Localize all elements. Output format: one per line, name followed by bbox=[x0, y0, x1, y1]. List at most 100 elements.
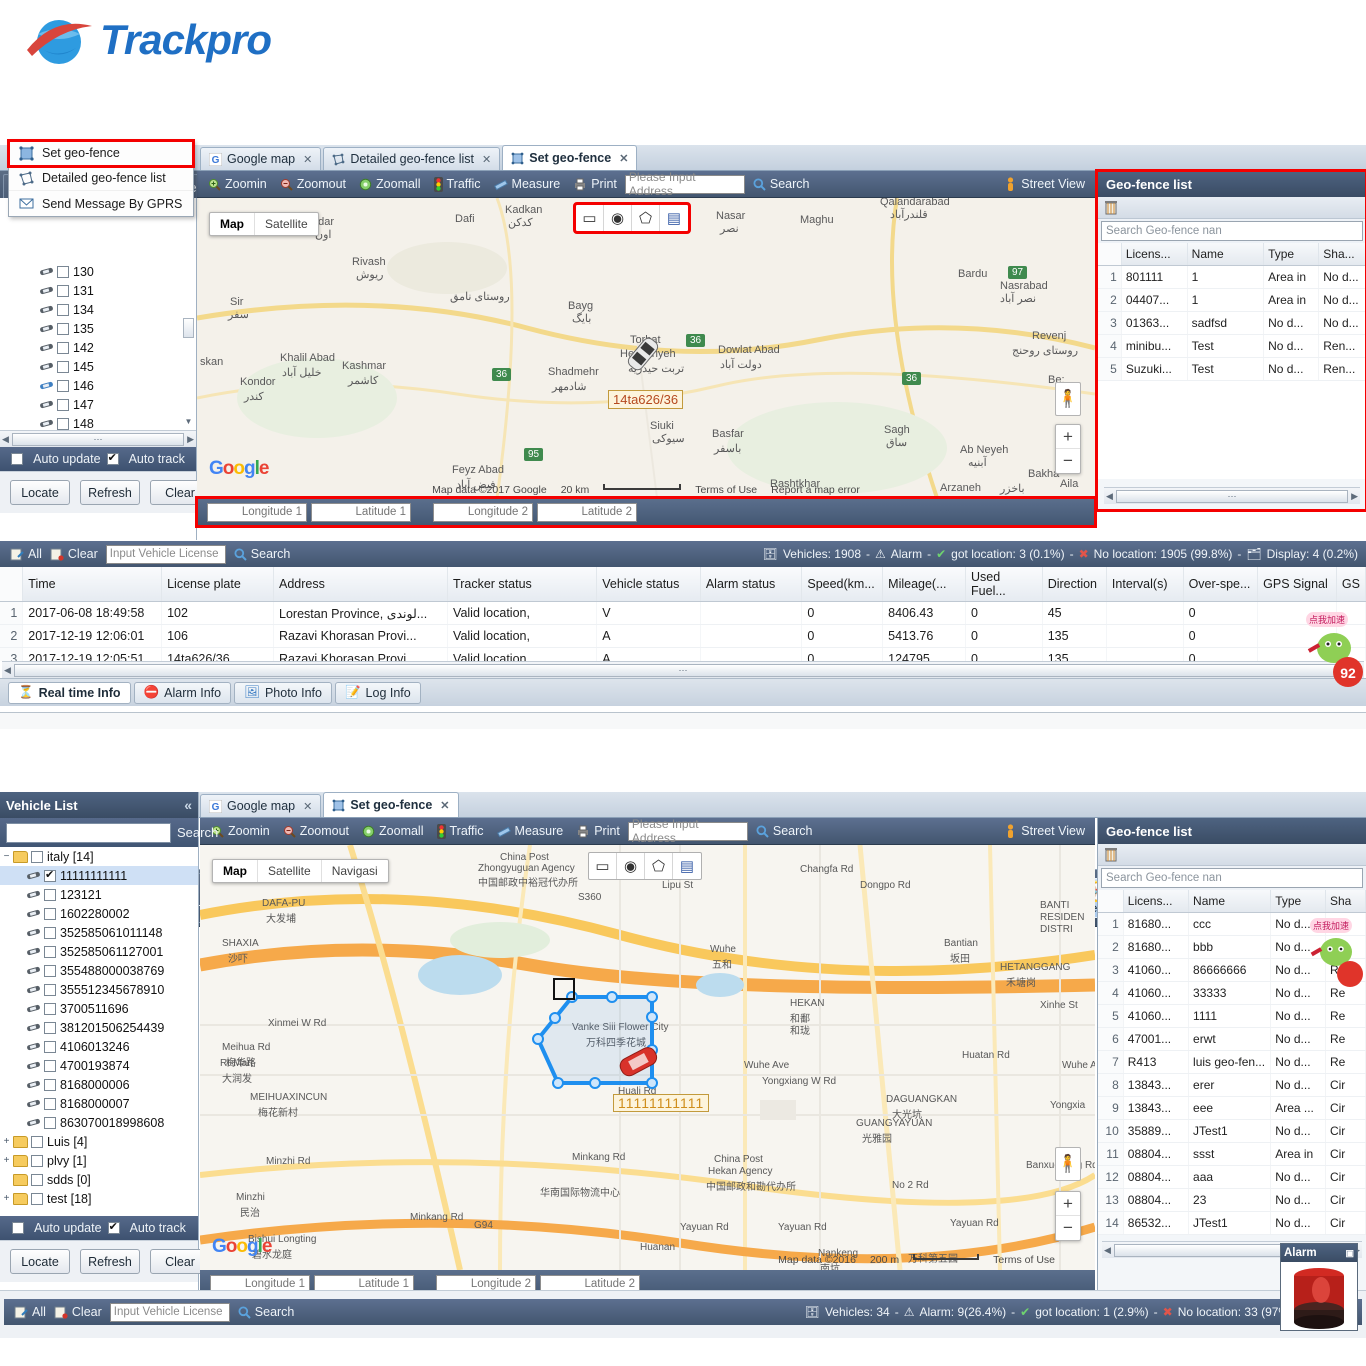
tab-google-map[interactable]: G Google map ✕ bbox=[200, 147, 322, 170]
menu-item-set-geofence[interactable]: Set geo-fence bbox=[7, 139, 195, 168]
tree-item-checkbox[interactable] bbox=[57, 398, 69, 411]
tree-item-checkbox[interactable] bbox=[44, 888, 56, 901]
scroll-left-arrow[interactable]: ◀ bbox=[2, 433, 9, 444]
tree-vehicle-item[interactable]: 1602280002 bbox=[0, 904, 198, 923]
map-traffic-button-2[interactable]: Traffic bbox=[432, 822, 489, 841]
table-row[interactable]: 2 04407... 1 Area in No d... bbox=[1098, 288, 1366, 312]
map-print-button-2[interactable]: Print bbox=[571, 822, 625, 840]
table-row[interactable]: 2 2017-12-19 12:06:01 106 Razavi Khorasan P… bbox=[0, 624, 1366, 648]
map-zoomall-button[interactable]: Zoomall bbox=[354, 175, 425, 193]
close-icon[interactable]: ✕ bbox=[619, 152, 629, 165]
tree-group-item[interactable]: + Luis [4] bbox=[0, 1132, 198, 1151]
longitude-1-input[interactable] bbox=[207, 502, 307, 522]
tree-item-checkbox[interactable] bbox=[31, 1192, 43, 1205]
tree-vehicle-item[interactable]: 147 bbox=[0, 395, 196, 414]
close-icon[interactable]: ✕ bbox=[303, 153, 313, 166]
tree-vehicle-item[interactable]: 352585061127001 bbox=[0, 942, 198, 961]
tree-vehicle-item[interactable]: 381201506254439 bbox=[0, 1018, 198, 1037]
scroll-left-arrow[interactable]: ◀ bbox=[1104, 1244, 1111, 1255]
grid-license-input[interactable]: Input Vehicle License bbox=[105, 544, 226, 564]
map-terms-link[interactable]: Terms of Use bbox=[695, 484, 758, 496]
close-icon[interactable]: ✕ bbox=[482, 153, 492, 166]
tree-item-checkbox[interactable] bbox=[57, 322, 69, 335]
tree-hscrollbar[interactable]: ◀ ⋯ ▶ bbox=[0, 430, 196, 447]
trash-icon[interactable] bbox=[1104, 200, 1118, 215]
column-header[interactable] bbox=[1098, 243, 1122, 266]
trash-icon[interactable] bbox=[1104, 847, 1118, 862]
column-header[interactable]: Type bbox=[1270, 890, 1326, 913]
table-row[interactable]: 1 2017-06-08 18:49:58 102 Lorestan Province… bbox=[0, 601, 1366, 625]
tree-vehicle-item[interactable]: 4700193874 bbox=[0, 1056, 198, 1075]
scroll-thumb[interactable]: ⋯ bbox=[1115, 489, 1349, 503]
rectangle-tool[interactable]: ▭ bbox=[576, 205, 604, 231]
locate-button-2[interactable]: Locate bbox=[10, 1249, 70, 1274]
tree-item-checkbox[interactable] bbox=[44, 1078, 56, 1091]
table-row[interactable]: 11 08804... ssst Area in Cir bbox=[1098, 1142, 1366, 1166]
collapse-icon[interactable]: « bbox=[184, 797, 192, 813]
top-map[interactable]: Dafi Kadkan كدكن Qalandarabad قلندرآباد Maghu… bbox=[197, 198, 1095, 498]
promo-mascot-top[interactable]: 点我加速 92 bbox=[1306, 612, 1366, 692]
longitude-2-input[interactable] bbox=[433, 502, 533, 522]
menu-item-send-message-gprs[interactable]: Send Message By GPRS bbox=[9, 191, 193, 216]
tree-item-checkbox[interactable] bbox=[44, 964, 56, 977]
tree-item-checkbox[interactable] bbox=[57, 284, 69, 297]
top-pegman[interactable]: 🧍 bbox=[1055, 382, 1081, 416]
tree-item-checkbox[interactable] bbox=[31, 1154, 43, 1167]
grid-hscrollbar[interactable]: ◀ ⋯ ▶ bbox=[2, 661, 1364, 678]
tree-vehicle-item[interactable]: 355488000038769 bbox=[0, 961, 198, 980]
tab-real-time-info[interactable]: ⏳ Real time Info bbox=[8, 681, 131, 704]
table-row[interactable]: 5 Suzuki... Test No d... Ren... bbox=[1098, 357, 1366, 381]
map-zoomin-button-2[interactable]: Zoomin bbox=[206, 822, 275, 840]
table-row[interactable]: 5 41060... 1111 No d... Re bbox=[1098, 1004, 1366, 1028]
street-view-button-2[interactable]: Street View bbox=[1005, 823, 1095, 839]
circle-tool-2[interactable]: ◉ bbox=[617, 853, 645, 879]
polygon-tool-2[interactable]: ⬠ bbox=[645, 853, 673, 879]
longitude-1-input-2[interactable] bbox=[210, 1274, 310, 1294]
scroll-left-arrow[interactable]: ◀ bbox=[4, 664, 11, 675]
column-header[interactable]: Name bbox=[1188, 890, 1272, 913]
column-header[interactable]: Sha... bbox=[1318, 243, 1366, 266]
tree-item-checkbox[interactable] bbox=[44, 1059, 56, 1072]
scroll-thumb[interactable]: ⋯ bbox=[13, 663, 1353, 677]
tab-alarm-info[interactable]: ⛔ Alarm Info bbox=[133, 681, 232, 704]
column-header[interactable]: Licens... bbox=[1121, 243, 1188, 266]
longitude-2-input-2[interactable] bbox=[436, 1274, 536, 1294]
tree-vehicle-item[interactable]: 148 bbox=[0, 414, 196, 430]
tree-item-checkbox[interactable] bbox=[44, 907, 56, 920]
map-search-button[interactable]: Search bbox=[748, 175, 815, 193]
close-icon[interactable]: ✕ bbox=[303, 800, 313, 813]
tree-item-checkbox[interactable] bbox=[57, 341, 69, 354]
tab-detailed-geofence-list[interactable]: Detailed geo-fence list ✕ bbox=[323, 147, 501, 170]
tab-photo-info[interactable]: 🖼 Photo Info bbox=[234, 681, 332, 704]
tree-item-checkbox[interactable] bbox=[31, 850, 43, 863]
bottom-pegman[interactable]: 🧍 bbox=[1055, 1147, 1081, 1181]
tree-item-checkbox[interactable] bbox=[31, 1135, 43, 1148]
auto-update-checkbox-2[interactable] bbox=[12, 1222, 25, 1234]
scroll-right-arrow[interactable]: ▶ bbox=[1351, 490, 1358, 501]
tree-expander[interactable]: + bbox=[3, 1136, 10, 1147]
table-row[interactable]: 3 01363... sadfsd No d... No d... bbox=[1098, 311, 1366, 335]
tab-set-geofence-2[interactable]: Set geo-fence ✕ bbox=[323, 792, 459, 817]
vehicle-search-input[interactable] bbox=[6, 822, 171, 843]
tab-log-info[interactable]: 📝 Log Info bbox=[334, 681, 421, 704]
auto-update-checkbox[interactable] bbox=[11, 453, 24, 465]
zoom-in-button[interactable]: + bbox=[1056, 425, 1080, 449]
tree-expander[interactable]: + bbox=[3, 1155, 10, 1166]
tree-vehicle-item[interactable]: 145 bbox=[0, 357, 196, 376]
locate-button[interactable]: Locate bbox=[10, 480, 70, 505]
column-header[interactable]: Vehicle status bbox=[596, 567, 701, 602]
column-header[interactable] bbox=[0, 567, 24, 602]
circle-tool[interactable]: ◉ bbox=[604, 205, 632, 231]
column-header[interactable] bbox=[1098, 890, 1124, 913]
tree-group-item[interactable]: + test [18] bbox=[0, 1189, 198, 1208]
table-row[interactable]: 10 35889... JTest1 No d... Cir bbox=[1098, 1119, 1366, 1143]
tree-scroll-thumb[interactable] bbox=[183, 318, 194, 338]
tab-set-geofence[interactable]: Set geo-fence ✕ bbox=[502, 145, 638, 170]
map-zoomout-button-2[interactable]: Zoomout bbox=[278, 822, 354, 840]
tree-item-checkbox[interactable] bbox=[44, 1040, 56, 1053]
column-header[interactable]: Direction bbox=[1042, 567, 1107, 602]
top-zoom-control[interactable]: + − bbox=[1055, 424, 1081, 474]
map-type-satellite-2[interactable]: Satellite bbox=[258, 860, 322, 882]
tree-vehicle-item[interactable]: 142 bbox=[0, 338, 196, 357]
tree-item-checkbox[interactable] bbox=[44, 1116, 56, 1129]
